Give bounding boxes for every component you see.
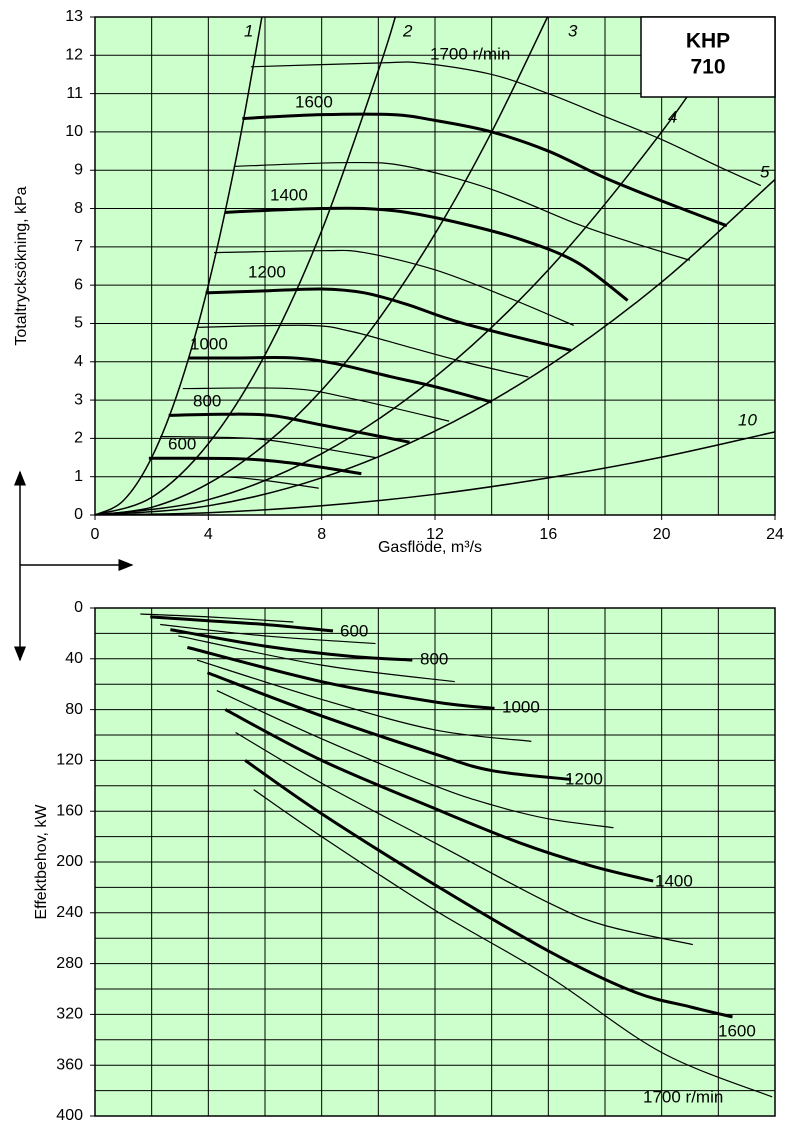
x-tick-label: 0 [91, 526, 100, 543]
rpm-curve [140, 475, 319, 489]
curve-label: 10 [738, 410, 757, 429]
y-tick-label: 240 [56, 904, 83, 921]
rpm-curve [148, 456, 362, 476]
curve-label: 1000 [502, 697, 540, 716]
y-tick-label: 120 [56, 752, 83, 769]
x-tick-label: 16 [539, 526, 557, 543]
curve-label: 1200 [565, 769, 603, 788]
x-axis-title: Gasflöde, m³/s [378, 539, 482, 556]
curve-label: 600 [168, 434, 196, 453]
rpm-curve [250, 61, 762, 187]
rpm-curve [206, 671, 572, 781]
y-tick-label: 2 [74, 430, 83, 447]
rpm-curve [253, 789, 773, 1098]
curve-label: 1700 r/min [430, 44, 510, 63]
rpm-curve [242, 112, 728, 228]
badge-box [640, 16, 776, 98]
y-tick-label: 13 [65, 8, 83, 25]
curve-label: 3 [568, 21, 578, 40]
curve-label: 5 [760, 162, 770, 181]
curve-label: 1 [244, 21, 253, 40]
rpm-curve [235, 731, 693, 946]
y-tick-label: 11 [66, 85, 83, 102]
x-tick-label: 12 [426, 526, 444, 543]
curve-label: 1200 [248, 262, 286, 281]
x-tick-label: 24 [766, 526, 784, 543]
rpm-curve [168, 412, 410, 444]
y-tick-label: 4 [74, 353, 83, 370]
curve-label: 2 [402, 21, 413, 40]
y-tick-label: 3 [74, 391, 83, 408]
curve-label: 4 [668, 107, 677, 126]
curve-label: 1400 [655, 871, 693, 890]
rpm-curve [170, 628, 413, 662]
curves [140, 613, 773, 1098]
rpm-curve [188, 356, 493, 404]
y-tick-label: 360 [56, 1056, 83, 1073]
y-tick-label: 8 [74, 200, 83, 217]
rpm-curve [150, 615, 334, 633]
curve-label: 1600 [718, 1021, 756, 1040]
system-curve [95, 178, 775, 515]
y-tick-label: 400 [56, 1107, 83, 1124]
rpm-curve [213, 249, 575, 326]
curve-label: 1000 [190, 334, 228, 353]
curve-label: 1600 [295, 92, 333, 111]
y-tick-label: 40 [65, 650, 83, 667]
badge-text: 710 [690, 56, 725, 79]
system-curve [95, 17, 263, 515]
y-tick-label: 5 [74, 315, 83, 332]
rpm-curve [216, 690, 614, 829]
x-tick-label: 4 [204, 526, 213, 543]
rpm-curve [160, 623, 376, 645]
y-tick-label: 200 [56, 853, 83, 870]
rpm-curve [140, 613, 294, 623]
badge-text: KHP [686, 30, 730, 53]
rpm-curve [196, 324, 529, 378]
rpm-curve [225, 206, 629, 302]
curves [95, 17, 775, 515]
y-tick-label: 0 [74, 599, 83, 616]
y-tick-label: 160 [56, 802, 83, 819]
rpm-curve [160, 435, 376, 459]
curve-label: 600 [340, 621, 368, 640]
y-tick-label: 9 [74, 161, 83, 178]
y-tick-label: 1 [74, 468, 83, 485]
x-tick-label: 20 [653, 526, 671, 543]
rpm-curve [244, 759, 733, 1019]
rpm-curve [196, 659, 532, 742]
rpm-curve [233, 161, 691, 261]
y-tick-label: 320 [56, 1006, 83, 1023]
rpm-curve [224, 708, 654, 883]
plot-border [94, 607, 776, 1117]
y-tick-label: 10 [65, 123, 83, 140]
system-curve [95, 431, 775, 515]
rpm-curve [178, 635, 455, 683]
y-tick-label: 7 [74, 238, 83, 255]
y-tick-label: 80 [65, 701, 83, 718]
system-curve [95, 17, 742, 515]
y-axis-title: Totaltrycksökning, kPa [13, 186, 30, 345]
y-tick-label: 280 [56, 955, 83, 972]
system-curve [95, 17, 549, 515]
plot-border [94, 16, 776, 516]
rpm-curve [182, 387, 450, 422]
x-tick-label: 8 [317, 526, 326, 543]
y-axis-title: Effektbehov, kW [33, 804, 50, 920]
system-curve [95, 17, 397, 515]
rpm-curve [186, 645, 495, 710]
rpm-curve [205, 287, 572, 352]
y-tick-label: 0 [74, 506, 83, 523]
plot: 0 40 80 120 160 200 240 280 320 360 400 600 800 1000 1… [56, 599, 776, 1124]
y-tick-label: 6 [74, 276, 83, 293]
y-tick-label: 12 [65, 47, 83, 64]
curve-label: 800 [193, 391, 221, 410]
curve-label: 800 [420, 649, 448, 668]
curve-label: 1400 [270, 185, 308, 204]
curve-label: 1700 r/min [643, 1087, 723, 1106]
